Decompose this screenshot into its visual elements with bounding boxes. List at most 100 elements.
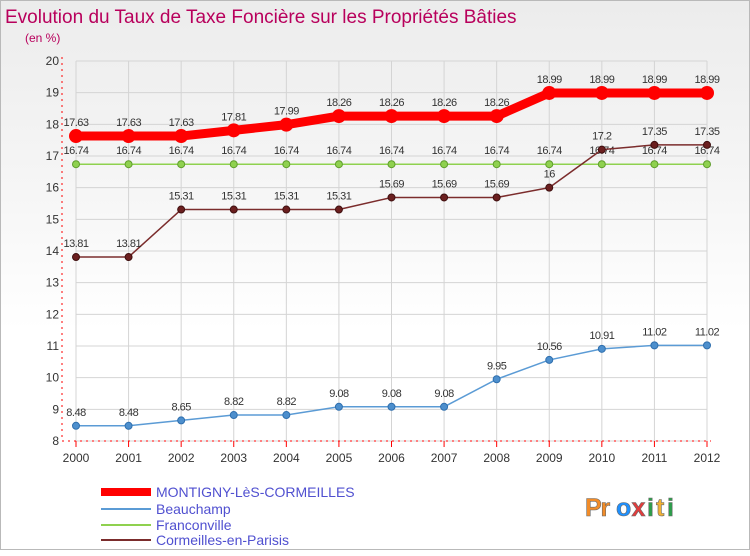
- data-label: 8.48: [66, 407, 86, 419]
- legend-label: Beauchamp: [156, 501, 231, 517]
- logo-letter: r: [601, 494, 611, 522]
- data-point: [124, 253, 133, 262]
- data-point: [440, 193, 449, 202]
- logo-letter: x: [632, 494, 646, 522]
- chart-title: Evolution du Taux de Taxe Foncière sur l…: [5, 7, 517, 28]
- data-label: 9.08: [382, 388, 402, 400]
- data-label: 17.2: [592, 131, 612, 143]
- data-point: [124, 160, 133, 169]
- data-point: [542, 85, 557, 100]
- data-label: 16.74: [694, 145, 719, 157]
- data-point: [72, 253, 80, 262]
- x-tick-label: 2009: [536, 451, 563, 465]
- data-point: [282, 160, 291, 169]
- data-point: [387, 160, 396, 169]
- data-label: 15.69: [432, 178, 457, 190]
- x-tick-label: 2006: [378, 451, 405, 465]
- data-label: 18.26: [379, 97, 404, 109]
- data-point: [229, 411, 238, 420]
- logo-letter: t: [656, 494, 665, 522]
- data-label: 18.26: [326, 97, 351, 109]
- y-tick-label: 12: [46, 307, 60, 321]
- x-tick-label: 2012: [694, 451, 721, 465]
- data-point: [597, 145, 606, 154]
- data-label: 15.31: [274, 191, 299, 203]
- axes: 8 9 10 11 12 13 14 15 16 17 18 19 20 2000 2001 2002 2003…: [46, 54, 721, 465]
- y-tick-label: 16: [46, 181, 60, 195]
- y-tick-label: 10: [46, 371, 60, 385]
- data-label: 16.74: [326, 145, 351, 157]
- data-point: [334, 205, 343, 214]
- data-label: 16.74: [169, 145, 194, 157]
- x-tick-label: 2001: [115, 451, 142, 465]
- data-point: [334, 160, 343, 169]
- data-label: 13.81: [63, 238, 88, 250]
- data-label: 16.74: [537, 145, 562, 157]
- data-label: 18.99: [642, 74, 667, 86]
- data-label: 17.35: [694, 126, 719, 138]
- data-point: [334, 402, 343, 411]
- y-tick-label: 18: [46, 117, 60, 131]
- data-label: 11.02: [642, 326, 667, 338]
- data-point: [177, 205, 186, 214]
- x-tick-label: 2010: [588, 451, 615, 465]
- data-label: 17.63: [116, 117, 141, 129]
- data-label: 17.35: [642, 126, 667, 138]
- proxiti-logo: Pr o x i t i: [585, 494, 675, 523]
- data-label: 9.08: [329, 388, 349, 400]
- legend-label: MONTIGNY-LèS-CORMEILLES: [156, 484, 355, 500]
- data-point: [492, 160, 501, 169]
- data-point: [229, 205, 238, 214]
- y-tick-label: 15: [46, 212, 60, 226]
- data-point: [69, 129, 83, 144]
- data-point: [703, 341, 711, 350]
- data-point: [650, 160, 659, 169]
- data-label: 17.63: [63, 117, 88, 129]
- x-tick-label: 2011: [642, 451, 668, 465]
- data-point: [229, 160, 238, 169]
- x-tick-label: 2002: [168, 451, 195, 465]
- data-label: 16.74: [221, 145, 246, 157]
- data-point: [650, 341, 659, 350]
- data-label: 9.95: [487, 360, 507, 372]
- legend: MONTIGNY-LèS-CORMEILLESBeauchampFranconv…: [101, 484, 355, 548]
- data-label: 13.81: [116, 238, 141, 250]
- x-tick-label: 2003: [220, 451, 247, 465]
- data-point: [700, 85, 714, 100]
- data-label: 8.82: [224, 396, 244, 408]
- data-label: 8.48: [119, 407, 139, 419]
- series-layer: 17.63 17.63 17.63 17.81 17.99 18.26 18.26 18.26…: [63, 74, 720, 430]
- data-label: 8.65: [171, 401, 191, 413]
- logo-letter: o: [616, 494, 631, 522]
- data-label: 18.99: [589, 74, 614, 86]
- data-point: [492, 193, 501, 202]
- data-label: 15.31: [221, 191, 246, 203]
- data-point: [124, 421, 133, 430]
- data-point: [545, 355, 554, 364]
- data-point: [387, 402, 396, 411]
- data-label: 16.74: [116, 145, 141, 157]
- data-label: 16.74: [484, 145, 509, 157]
- series-3: 13.81 13.81 15.31 15.31 15.31 15.31 15.69 15.69…: [63, 126, 720, 262]
- data-label: 9.08: [434, 388, 454, 400]
- data-point: [597, 344, 606, 353]
- data-point: [279, 117, 294, 132]
- x-tick-label: 2005: [326, 451, 353, 465]
- data-point: [177, 160, 186, 169]
- logo-letter: i: [647, 494, 654, 522]
- data-point: [440, 402, 449, 411]
- data-point: [703, 160, 711, 169]
- data-point: [545, 183, 554, 192]
- data-label: 11.02: [695, 326, 720, 338]
- legend-label: Cormeilles-en-Parisis: [156, 532, 289, 548]
- data-label: 18.99: [694, 74, 719, 86]
- data-point: [594, 85, 609, 100]
- series-2: 16.74 16.74 16.74 16.74 16.74 16.74 16.74 16.74…: [63, 145, 720, 169]
- data-label: 17.81: [221, 111, 246, 123]
- data-point: [437, 109, 452, 124]
- y-tick-label: 13: [46, 276, 60, 290]
- data-label: 18.26: [432, 97, 457, 109]
- data-label: 16.74: [379, 145, 404, 157]
- data-point: [226, 123, 241, 138]
